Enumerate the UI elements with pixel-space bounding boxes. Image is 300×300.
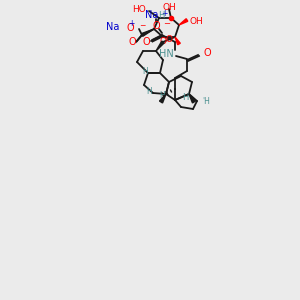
Polygon shape bbox=[160, 94, 166, 103]
Text: −: − bbox=[163, 20, 170, 28]
Text: HN: HN bbox=[159, 49, 173, 59]
Text: H: H bbox=[159, 92, 165, 100]
Text: H: H bbox=[158, 11, 164, 20]
Text: 'H: 'H bbox=[202, 97, 210, 106]
Text: O: O bbox=[160, 38, 167, 46]
Text: OH: OH bbox=[162, 2, 176, 11]
Text: OH: OH bbox=[189, 17, 203, 26]
Text: O: O bbox=[204, 48, 212, 58]
Text: +: + bbox=[161, 8, 167, 17]
Text: Na: Na bbox=[106, 22, 119, 32]
Text: −: − bbox=[139, 22, 146, 31]
Text: H: H bbox=[142, 67, 148, 76]
Text: H: H bbox=[182, 92, 188, 101]
Text: +: + bbox=[128, 20, 134, 28]
Polygon shape bbox=[156, 41, 164, 51]
Text: O: O bbox=[166, 35, 173, 44]
Text: HO: HO bbox=[132, 5, 146, 14]
Polygon shape bbox=[189, 94, 196, 103]
Polygon shape bbox=[141, 29, 154, 36]
Polygon shape bbox=[175, 37, 180, 45]
Text: O: O bbox=[128, 37, 136, 47]
Polygon shape bbox=[179, 19, 188, 25]
Text: O: O bbox=[126, 23, 134, 33]
Text: H: H bbox=[146, 86, 152, 95]
Text: O: O bbox=[142, 37, 150, 47]
Text: O: O bbox=[152, 21, 160, 31]
Text: Na: Na bbox=[145, 10, 159, 20]
